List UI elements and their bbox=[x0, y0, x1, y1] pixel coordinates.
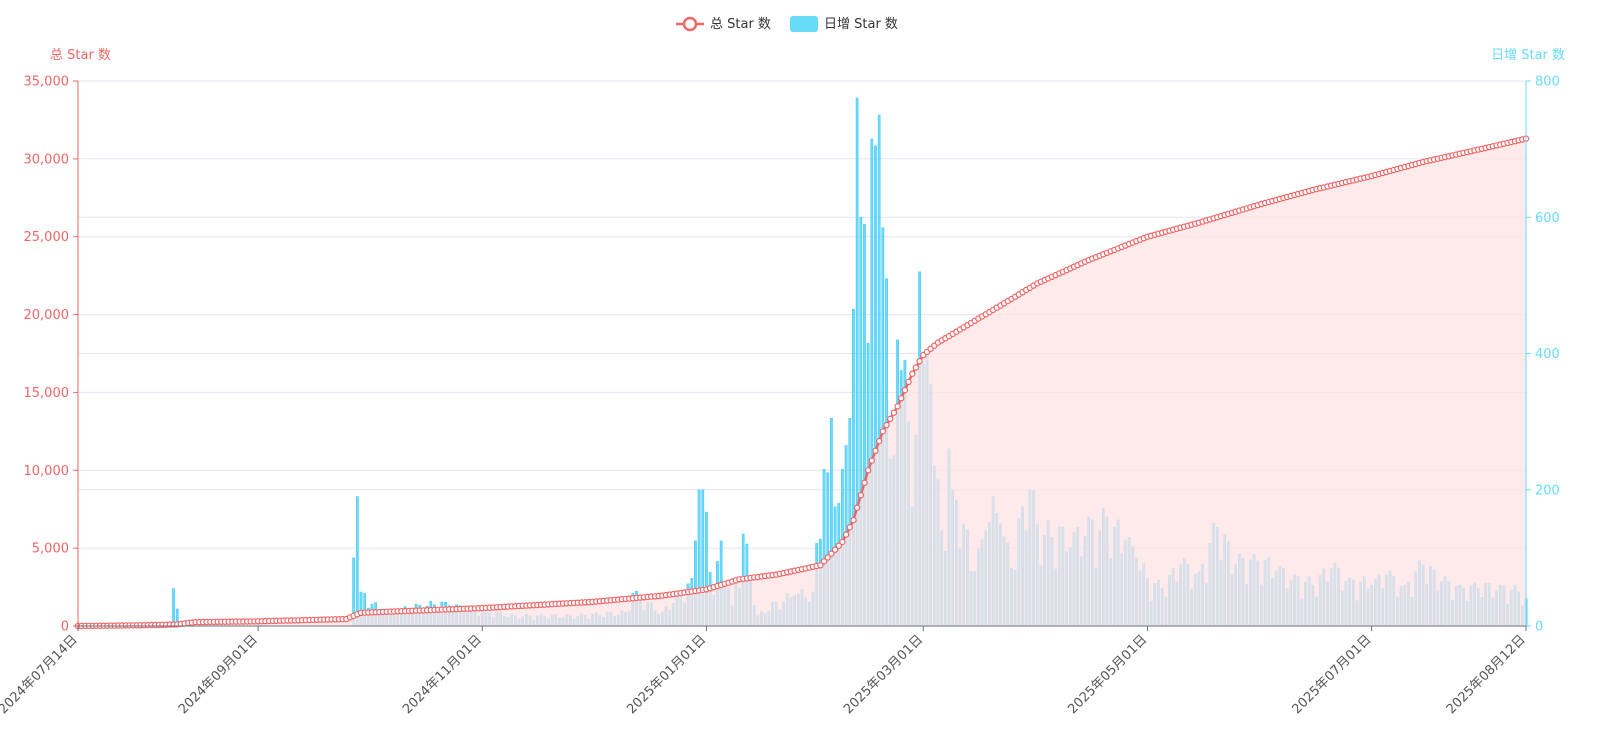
left-tick-label-2: 10,000 bbox=[24, 464, 70, 479]
legend-total-label: 总 Star 数 bbox=[710, 17, 771, 32]
x-tick-label-7: 2025年08月12日 bbox=[1444, 632, 1529, 717]
left-tick-label-0: 0 bbox=[61, 620, 69, 635]
left-axis-ticks: 0 5,000 10,000 15,000 20,000 25,000 30,000 35,0… bbox=[24, 75, 78, 635]
left-tick-label-1: 5,000 bbox=[32, 542, 69, 557]
right-tick-label-4: 800 bbox=[1535, 75, 1560, 90]
x-tick-label-0: 2024年07月14日 bbox=[0, 632, 81, 717]
total-point bbox=[817, 562, 824, 569]
total-point bbox=[887, 415, 894, 423]
total-point bbox=[901, 386, 909, 394]
total-point bbox=[865, 467, 872, 474]
x-tick-label-1: 2024年09月01日 bbox=[176, 632, 261, 717]
x-tick-label-3: 2025年01月01日 bbox=[624, 632, 709, 717]
left-tick-label-6: 30,000 bbox=[24, 152, 70, 167]
x-tick-label-5: 2025年05月01日 bbox=[1065, 632, 1150, 717]
x-tick-label-6: 2025年07月01日 bbox=[1289, 632, 1374, 717]
daily-bar-0 bbox=[172, 588, 175, 627]
right-tick-label-2: 400 bbox=[1535, 347, 1560, 362]
total-point bbox=[831, 546, 839, 553]
total-point bbox=[824, 554, 831, 561]
total-point bbox=[898, 395, 905, 402]
legend-daily-label: 日增 Star 数 bbox=[824, 17, 898, 32]
total-point bbox=[905, 378, 912, 386]
total-point bbox=[868, 457, 876, 464]
total-point bbox=[828, 550, 835, 557]
total-point bbox=[876, 437, 883, 445]
right-tick-label-0: 0 bbox=[1535, 620, 1543, 635]
legend-item-total[interactable]: 总 Star 数 bbox=[676, 16, 771, 32]
left-tick-label-4: 20,000 bbox=[24, 308, 70, 323]
total-point bbox=[912, 364, 920, 371]
total-point bbox=[872, 447, 879, 454]
left-tick-label-5: 25,000 bbox=[24, 230, 70, 245]
right-axis-title: 日增 Star 数 bbox=[1491, 48, 1565, 63]
total-point bbox=[842, 531, 850, 538]
x-tick-label-4: 2025年03月01日 bbox=[841, 632, 926, 717]
total-point bbox=[850, 516, 857, 524]
right-tick-label-1: 200 bbox=[1535, 483, 1560, 498]
right-axis-ticks: 0 200 400 600 800 bbox=[1526, 75, 1560, 635]
left-tick-label-3: 15,000 bbox=[24, 386, 70, 401]
total-point bbox=[839, 538, 846, 546]
total-point bbox=[879, 428, 887, 435]
total-point bbox=[853, 504, 861, 511]
right-tick-label-3: 600 bbox=[1535, 211, 1560, 226]
total-line bbox=[74, 135, 1530, 630]
total-point bbox=[857, 492, 865, 499]
legend[interactable]: 总 Star 数 日增 Star 数 bbox=[676, 16, 898, 32]
total-point bbox=[861, 479, 868, 486]
total-point bbox=[909, 370, 916, 377]
total-point bbox=[890, 409, 898, 416]
total-point bbox=[883, 421, 890, 429]
left-axis-title: 总 Star 数 bbox=[50, 48, 111, 63]
total-point bbox=[846, 524, 854, 531]
total-point bbox=[894, 403, 901, 410]
x-axis-ticks: 2024年07月14日 2024年09月01日 2024年11月01日 2025年01… bbox=[0, 626, 1529, 717]
total-point bbox=[820, 558, 828, 565]
legend-item-daily[interactable]: 日增 Star 数 bbox=[790, 16, 898, 32]
left-tick-label-7: 35,000 bbox=[24, 75, 70, 90]
total-point bbox=[835, 542, 843, 550]
total-area-path bbox=[78, 138, 1526, 626]
daily-bar-3 bbox=[355, 496, 359, 627]
total-point bbox=[916, 358, 923, 365]
x-tick-label-2: 2024年11月01日 bbox=[400, 632, 485, 717]
total-area bbox=[78, 138, 1526, 626]
